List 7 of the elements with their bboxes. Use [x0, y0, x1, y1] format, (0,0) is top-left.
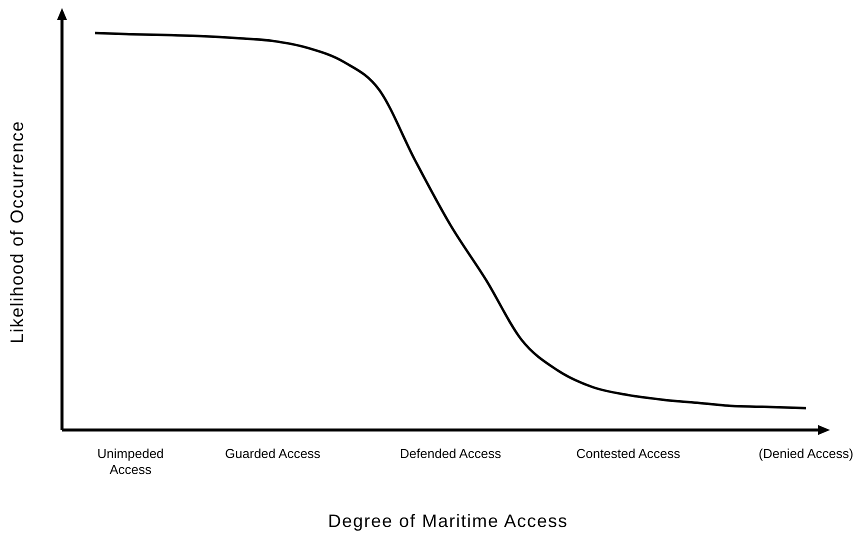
x-axis-title: Degree of Maritime Access	[328, 511, 568, 531]
x-tick-label: Contested Access	[576, 446, 681, 461]
x-tick-label: (Denied Access)	[758, 446, 854, 461]
y-axis-title: Likelihood of Occurrence	[7, 120, 27, 344]
x-tick-label: Unimpeded Access	[97, 446, 164, 477]
x-tick-label: Defended Access	[400, 446, 502, 461]
x-tick-label: Guarded Access	[225, 446, 321, 461]
